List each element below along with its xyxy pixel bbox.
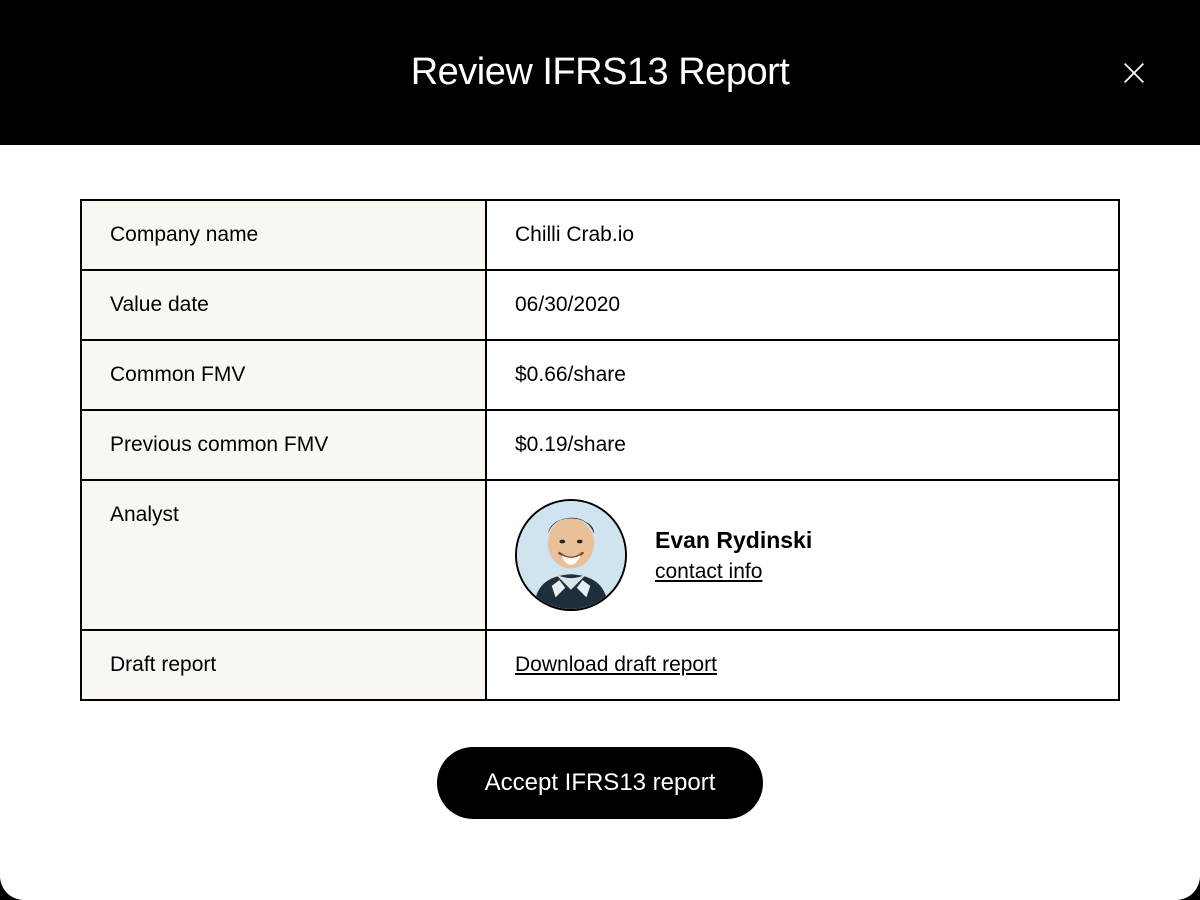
analyst-name: Evan Rydinski	[655, 527, 812, 554]
value-date-value: 06/30/2020	[487, 271, 1118, 339]
previous-fmv-label: Previous common FMV	[82, 411, 487, 479]
button-container: Accept IFRS13 report	[80, 747, 1120, 819]
previous-fmv-value: $0.19/share	[487, 411, 1118, 479]
accept-button[interactable]: Accept IFRS13 report	[437, 747, 764, 819]
table-row: Value date 06/30/2020	[82, 271, 1118, 341]
close-button[interactable]	[1118, 57, 1150, 89]
company-name-value: Chilli Crab.io	[487, 201, 1118, 269]
table-row: Company name Chilli Crab.io	[82, 201, 1118, 271]
modal-content: Company name Chilli Crab.io Value date 0…	[0, 145, 1200, 900]
table-row: Common FMV $0.66/share	[82, 341, 1118, 411]
common-fmv-label: Common FMV	[82, 341, 487, 409]
analyst-content: Evan Rydinski contact info	[515, 499, 812, 611]
modal-header: Review IFRS13 Report	[0, 0, 1200, 145]
common-fmv-value: $0.66/share	[487, 341, 1118, 409]
company-name-label: Company name	[82, 201, 487, 269]
table-row: Analyst	[82, 481, 1118, 631]
draft-report-value: Download draft report	[487, 631, 1118, 699]
analyst-label: Analyst	[82, 481, 487, 629]
contact-info-link[interactable]: contact info	[655, 560, 812, 584]
table-row: Draft report Download draft report	[82, 631, 1118, 699]
report-table: Company name Chilli Crab.io Value date 0…	[80, 199, 1120, 701]
value-date-label: Value date	[82, 271, 487, 339]
table-row: Previous common FMV $0.19/share	[82, 411, 1118, 481]
analyst-value: Evan Rydinski contact info	[487, 481, 1118, 629]
analyst-info: Evan Rydinski contact info	[655, 527, 812, 584]
modal-title: Review IFRS13 Report	[411, 51, 790, 94]
avatar	[515, 499, 627, 611]
review-modal: Review IFRS13 Report Company name Chilli…	[0, 0, 1200, 900]
avatar-icon	[517, 501, 625, 609]
close-icon	[1120, 59, 1148, 87]
download-draft-link[interactable]: Download draft report	[515, 653, 717, 677]
draft-report-label: Draft report	[82, 631, 487, 699]
